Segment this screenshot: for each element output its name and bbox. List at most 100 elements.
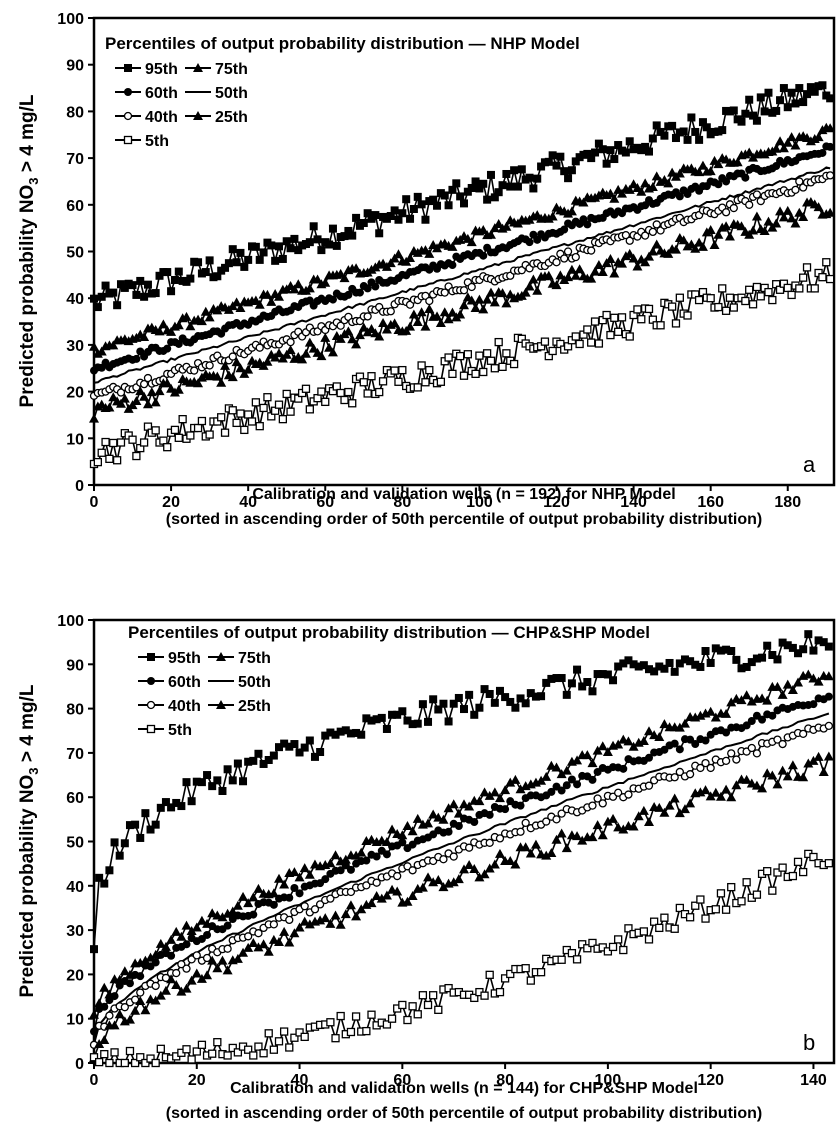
data-point (659, 719, 670, 729)
data-point (557, 674, 566, 683)
data-point (90, 294, 98, 303)
data-point (756, 93, 765, 102)
data-point (351, 1012, 361, 1021)
y-tick-label: 100 (57, 613, 84, 630)
data-point (805, 136, 816, 146)
data-point (467, 183, 476, 192)
data-point (533, 174, 542, 183)
data-point (705, 706, 716, 716)
data-point (469, 863, 480, 873)
legend-title: Percentiles of output probability distri… (128, 623, 650, 642)
data-point (362, 1026, 371, 1036)
data-point (694, 295, 704, 305)
data-point (552, 674, 561, 683)
data-point (173, 320, 184, 330)
data-point (628, 741, 639, 751)
data-point (813, 202, 824, 212)
data-point (495, 987, 505, 997)
data-point (254, 1042, 263, 1051)
data-point (516, 694, 525, 703)
panel-letter: b (803, 1030, 815, 1055)
data-point (243, 364, 254, 374)
data-point (531, 692, 540, 701)
data-point (352, 728, 361, 737)
data-point (218, 786, 227, 795)
data-point (253, 883, 264, 893)
data-point (223, 944, 232, 953)
y-tick-label: 90 (66, 657, 84, 674)
data-point (810, 87, 819, 96)
data-point (758, 653, 767, 662)
data-point (572, 831, 583, 841)
data-point (240, 262, 249, 271)
data-point (674, 168, 685, 178)
data-point (470, 303, 481, 313)
data-point (425, 365, 434, 375)
data-point (228, 1043, 237, 1053)
data-point (479, 869, 490, 879)
data-point (713, 159, 724, 169)
data-point (683, 311, 692, 320)
data-point (163, 268, 172, 277)
data-point (593, 260, 604, 270)
data-point (429, 695, 438, 704)
data-point (824, 859, 834, 868)
data-point (655, 923, 664, 933)
data-point (158, 319, 169, 329)
data-point (532, 285, 543, 295)
data-point (714, 180, 723, 189)
data-point (167, 803, 176, 812)
data-point (151, 820, 160, 829)
data-point (403, 716, 412, 725)
data-point (679, 127, 688, 136)
y-axis-title: Predicted probability NO3 > 4 mg/L (17, 684, 41, 997)
data-point (186, 975, 197, 985)
data-point (362, 714, 371, 723)
data-point (244, 757, 253, 766)
data-point (417, 882, 428, 892)
data-point (146, 825, 155, 834)
data-point (561, 843, 572, 853)
data-point (480, 685, 489, 694)
data-point (551, 834, 562, 844)
data-point (93, 457, 103, 467)
data-point (454, 821, 463, 830)
data-point (151, 981, 160, 991)
data-point (244, 410, 253, 419)
data-point (233, 759, 242, 768)
legend-swatch-marker (216, 652, 226, 661)
data-point (100, 1002, 109, 1011)
data-point (644, 781, 654, 790)
series-95th (90, 81, 835, 312)
data-point (547, 674, 556, 683)
data-point (372, 852, 381, 861)
data-point (603, 670, 612, 679)
data-point (521, 699, 530, 708)
data-point (779, 84, 788, 93)
data-point (470, 818, 479, 827)
data-point (799, 867, 808, 877)
data-point (259, 759, 268, 768)
data-point (221, 263, 230, 272)
data-point (776, 96, 785, 105)
legend-swatch-marker (146, 724, 156, 734)
data-point (351, 911, 362, 921)
data-point (464, 801, 475, 811)
data-point (583, 220, 592, 229)
y-tick-label: 20 (66, 385, 84, 402)
data-point (500, 785, 511, 795)
data-point (136, 972, 145, 981)
data-point (716, 889, 726, 898)
data-point (330, 910, 341, 920)
data-point (239, 777, 248, 786)
data-point (136, 988, 145, 997)
data-point (671, 319, 681, 328)
x-axis-subtitle: (sorted in ascending order of 50th perce… (166, 1105, 762, 1122)
data-point (798, 772, 809, 782)
data-point (683, 135, 692, 144)
data-point (566, 206, 577, 216)
data-point (809, 700, 818, 709)
data-point (235, 303, 246, 313)
data-point (567, 948, 577, 958)
x-tick-label: 0 (90, 1072, 99, 1089)
